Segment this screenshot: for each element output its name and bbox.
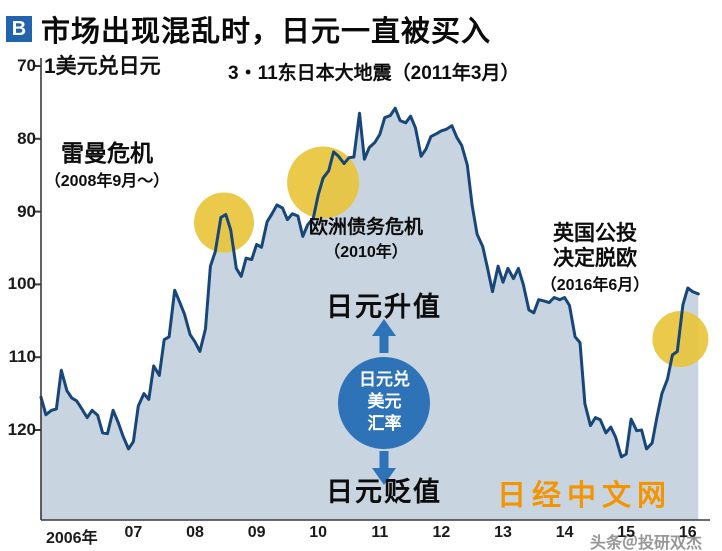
event-highlight-circles [194,146,709,367]
event-highlight-circle [652,311,709,367]
center-badge-label: 日元兑 美元 汇率 [337,369,432,435]
x-tick-label: 14 [555,524,574,541]
annotation-lehman-date: （2008年9月～） [44,172,170,190]
annotation-lehman-title: 雷曼危机 [61,140,153,166]
axis-title: 1美元兑日元 [44,55,161,78]
annotation-europe-date: （2010年） [324,243,408,261]
chart-header: B 市场出现混乱时，日元一直被买入 [6,8,491,50]
area-fill [41,108,699,520]
x-tick-label: 07 [124,524,143,541]
label-yen-appreciation: 日元升值 [326,292,442,322]
annotation-europe-title: 欧洲债务危机 [308,217,423,238]
x-tick-label: 09 [247,524,266,541]
y-axis-ticks [34,65,41,431]
x-tick-label: 16 [678,524,697,541]
x-tick-label: 2006年 [45,530,98,547]
annotation-brexit-line1: 英国公投 [553,222,637,245]
center-badge-circle [338,357,430,449]
x-tick-label: 11 [371,524,389,541]
x-tick-label: 15 [617,524,636,541]
x-tick-label: 12 [432,524,451,541]
center-badge-line3: 汇率 [367,414,402,434]
event-highlight-circle [194,192,254,253]
y-tick-label: 110 [8,347,36,367]
y-tick-label: 80 [17,128,36,148]
annotation-brexit-date: （2016年6月） [540,277,650,295]
axes [34,58,710,521]
center-badge-line1: 日元兑 [359,370,410,389]
annotation-brexit-line2: 决定脱欧 [553,247,637,271]
appreciation-arrow-up-icon [372,319,396,353]
center-badge-line2: 美元 [367,392,402,412]
page-title: 市场出现混乱时，日元一直被买入 [41,16,492,48]
credit-watermark: 头条＠投研双杰 [590,535,703,551]
annotation-lehman: 雷曼危机 （2008年9月～） [34,140,180,191]
y-tick-label: 100 [7,274,36,294]
exchange-rate-line [39,106,700,459]
depreciation-arrow-down-icon [372,451,396,485]
annotation-earthquake: 3・11东日本大地震（2011年3月） [228,63,520,84]
y-tick-label: 120 [7,420,36,439]
section-badge: B [6,16,32,42]
y-tick-label: 90 [17,201,36,221]
label-yen-depreciation: 日元贬值 [326,477,442,507]
x-tick-label: 10 [309,524,328,541]
y-tick-label: 70 [17,56,36,75]
x-tick-label: 13 [494,524,512,541]
annotation-brexit: 英国公投 决定脱欧 （2016年6月） [528,221,662,296]
x-tick-label: 08 [186,524,204,541]
annotation-europe-debt-crisis: 欧洲债务危机 （2010年） [288,217,444,262]
nikkei-watermark: 日经中文网 [497,480,673,512]
